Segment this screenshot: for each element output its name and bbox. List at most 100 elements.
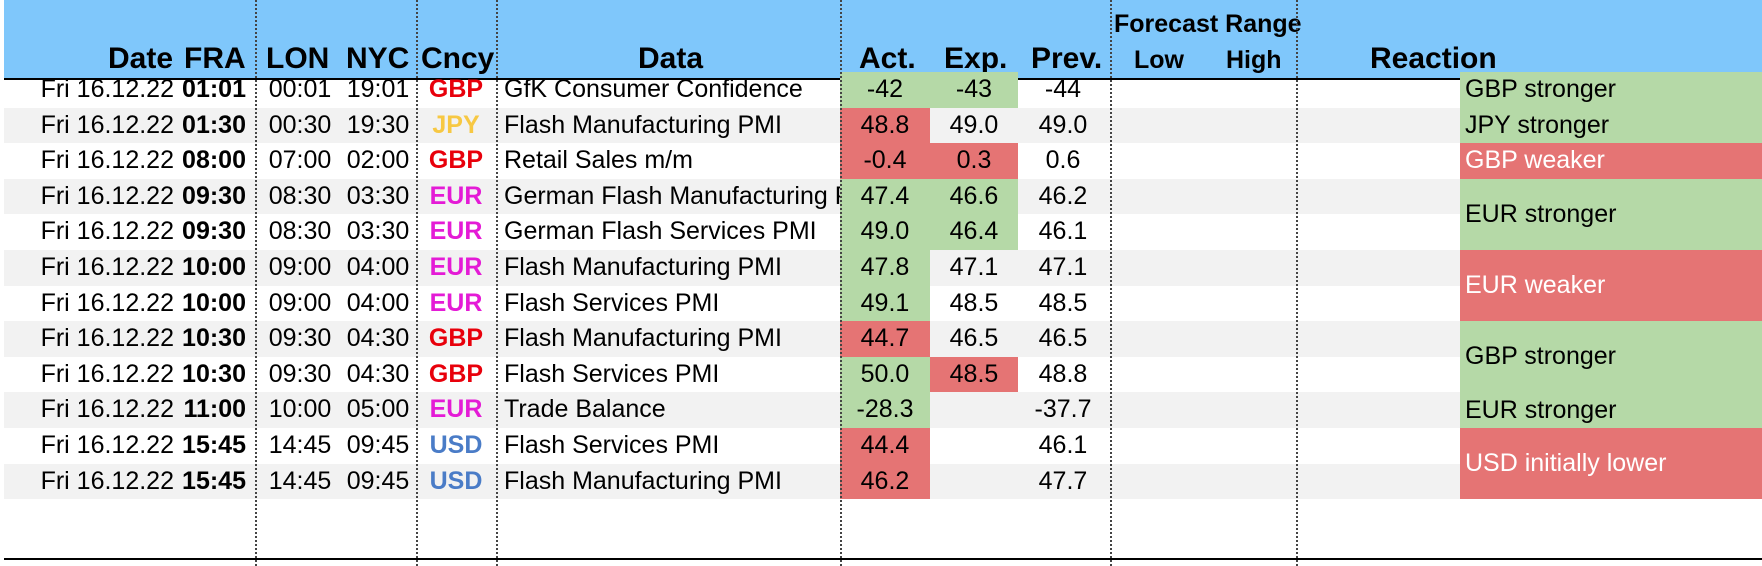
currency-cell[interactable]: USD — [429, 466, 483, 495]
table-row[interactable]: Fri 16.12.22 10:00 09:00 04:00 EUR Flash Serv… — [4, 285, 1460, 322]
fra-time-cell[interactable]: 09:30 — [182, 181, 246, 210]
actual-cell[interactable]: 49.1 — [840, 285, 930, 322]
actual-cell[interactable]: 44.4 — [840, 428, 930, 464]
table-row[interactable]: Fri 16.12.22 10:30 09:30 04:30 GBP Flash Serv… — [4, 356, 1460, 393]
previous-cell[interactable]: 46.1 — [1038, 217, 1088, 246]
lon-time-cell[interactable]: 09:00 — [268, 288, 332, 317]
lon-time-cell[interactable]: 09:30 — [268, 359, 332, 388]
reaction-cell[interactable]: EUR stronger — [1460, 392, 1762, 428]
lon-time-cell[interactable]: 10:00 — [268, 395, 332, 424]
lon-time-cell[interactable]: 14:45 — [268, 466, 332, 495]
nyc-time-cell[interactable]: 03:30 — [346, 217, 410, 246]
fra-time-cell[interactable]: 08:00 — [182, 146, 246, 175]
fra-time-cell[interactable]: 15:45 — [182, 431, 246, 459]
actual-cell[interactable]: -0.4 — [840, 143, 930, 179]
table-row[interactable]: Fri 16.12.22 09:30 08:30 03:30 EUR German Fla… — [4, 178, 1460, 215]
expected-cell[interactable]: -43 — [930, 72, 1018, 108]
fra-time-cell[interactable]: 11:00 — [183, 395, 246, 424]
currency-cell[interactable]: EUR — [429, 253, 483, 281]
nyc-time-cell[interactable]: 04:30 — [346, 324, 410, 353]
table-row[interactable]: Fri 16.12.22 09:30 08:30 03:30 EUR German Fla… — [4, 214, 1460, 250]
date-cell[interactable]: Fri 16.12.22 — [40, 359, 174, 388]
nyc-time-cell[interactable]: 04:00 — [346, 253, 410, 281]
currency-cell[interactable]: EUR — [429, 181, 483, 210]
data-name-cell[interactable]: Flash Manufacturing PMI — [504, 110, 782, 139]
currency-cell[interactable]: GBP — [428, 359, 484, 388]
expected-cell[interactable]: 48.5 — [949, 288, 999, 317]
data-name-cell[interactable]: Flash Manufacturing PMI — [504, 253, 782, 281]
data-name-cell[interactable]: Retail Sales m/m — [504, 146, 693, 175]
date-cell[interactable]: Fri 16.12.22 — [40, 110, 174, 139]
lon-time-cell[interactable]: 00:01 — [268, 75, 332, 103]
data-name-cell[interactable]: Flash Services PMI — [504, 288, 720, 317]
previous-cell[interactable]: 47.7 — [1038, 466, 1088, 495]
expected-cell[interactable]: 0.3 — [930, 143, 1018, 179]
fra-time-cell[interactable]: 15:45 — [182, 466, 246, 495]
data-name-cell[interactable]: German Flash Services PMI — [504, 217, 817, 246]
table-row[interactable]: Fri 16.12.22 11:00 10:00 05:00 EUR Trade Bala… — [4, 392, 1460, 428]
expected-cell[interactable] — [930, 464, 1018, 500]
lon-time-cell[interactable]: 07:00 — [268, 146, 332, 175]
actual-cell[interactable]: 47.8 — [840, 250, 930, 286]
fra-time-cell[interactable]: 10:30 — [182, 359, 246, 388]
reaction-cell[interactable]: GBP stronger — [1460, 72, 1762, 108]
header-currency[interactable]: Cncy — [421, 42, 495, 75]
date-cell[interactable]: Fri 16.12.22 — [40, 395, 174, 424]
table-row[interactable]: Fri 16.12.22 08:00 07:00 02:00 GBP Retail Sal… — [4, 143, 1460, 179]
lon-time-cell[interactable]: 09:30 — [268, 324, 332, 353]
previous-cell[interactable]: 46.1 — [1038, 431, 1088, 459]
expected-cell[interactable] — [930, 392, 1018, 428]
nyc-time-cell[interactable]: 05:00 — [346, 395, 410, 424]
table-row[interactable]: Fri 16.12.22 15:45 14:45 09:45 USD Flash Manu… — [4, 463, 1460, 500]
currency-cell[interactable]: JPY — [432, 110, 480, 139]
fra-time-cell[interactable]: 01:30 — [182, 110, 246, 139]
actual-cell[interactable]: 50.0 — [840, 356, 930, 393]
data-name-cell[interactable]: Trade Balance — [504, 395, 666, 424]
header-previous[interactable]: Prev. — [1031, 42, 1103, 75]
currency-cell[interactable]: EUR — [429, 395, 483, 424]
table-row[interactable]: Fri 16.12.22 15:45 14:45 09:45 USD Flash Serv… — [4, 428, 1460, 464]
header-nyc[interactable]: NYC — [346, 42, 410, 75]
expected-cell[interactable]: 46.4 — [930, 214, 1018, 250]
data-name-cell[interactable]: Flash Services PMI — [504, 431, 720, 459]
currency-cell[interactable]: GBP — [428, 324, 484, 353]
currency-cell[interactable]: EUR — [429, 288, 483, 317]
expected-cell[interactable]: 49.0 — [949, 110, 999, 139]
lon-time-cell[interactable]: 09:00 — [268, 253, 332, 281]
currency-cell[interactable]: USD — [429, 431, 483, 459]
currency-cell[interactable]: GBP — [428, 75, 484, 103]
date-cell[interactable]: Fri 16.12.22 — [40, 75, 174, 103]
reaction-cell[interactable]: JPY stronger — [1460, 107, 1762, 144]
lon-time-cell[interactable]: 08:30 — [268, 181, 332, 210]
date-cell[interactable]: Fri 16.12.22 — [40, 324, 174, 353]
actual-cell[interactable]: 47.4 — [840, 178, 930, 215]
reaction-cell[interactable]: EUR weaker — [1460, 250, 1762, 322]
actual-cell[interactable]: 46.2 — [840, 463, 930, 500]
date-cell[interactable]: Fri 16.12.22 — [40, 466, 174, 495]
previous-cell[interactable]: 49.0 — [1038, 110, 1088, 139]
nyc-time-cell[interactable]: 09:45 — [346, 431, 410, 459]
date-cell[interactable]: Fri 16.12.22 — [40, 431, 174, 459]
nyc-time-cell[interactable]: 19:30 — [346, 110, 410, 139]
reaction-cell[interactable]: USD initially lower — [1460, 428, 1762, 500]
header-data[interactable]: Data — [638, 42, 704, 75]
header-date[interactable]: Date — [108, 42, 174, 75]
currency-cell[interactable]: EUR — [429, 217, 483, 246]
previous-cell[interactable]: 0.6 — [1045, 146, 1081, 175]
header-lon[interactable]: LON — [266, 42, 330, 75]
previous-cell[interactable]: -44 — [1044, 75, 1082, 103]
fra-time-cell[interactable]: 10:00 — [182, 253, 246, 281]
date-cell[interactable]: Fri 16.12.22 — [40, 288, 174, 317]
reaction-cell[interactable]: GBP weaker — [1460, 143, 1762, 179]
previous-cell[interactable]: 46.5 — [1038, 324, 1088, 353]
lon-time-cell[interactable]: 00:30 — [268, 110, 332, 139]
table-row[interactable]: Fri 16.12.22 01:30 00:30 19:30 JPY Flash Manu… — [4, 107, 1460, 144]
nyc-time-cell[interactable]: 04:30 — [346, 359, 410, 388]
expected-cell[interactable] — [930, 428, 1018, 464]
date-cell[interactable]: Fri 16.12.22 — [40, 146, 174, 175]
expected-cell[interactable]: 47.1 — [949, 253, 999, 281]
table-row[interactable]: Fri 16.12.22 10:30 09:30 04:30 GBP Flash Manu… — [4, 321, 1460, 357]
header-reaction[interactable]: Reaction — [1370, 42, 1497, 75]
expected-cell[interactable]: 46.5 — [949, 324, 999, 353]
date-cell[interactable]: Fri 16.12.22 — [40, 253, 174, 281]
